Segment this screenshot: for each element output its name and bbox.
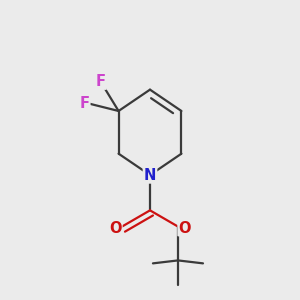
Text: O: O <box>178 220 191 236</box>
Text: F: F <box>96 74 106 89</box>
Text: O: O <box>109 220 122 236</box>
Text: N: N <box>144 167 156 182</box>
Text: F: F <box>80 96 90 111</box>
